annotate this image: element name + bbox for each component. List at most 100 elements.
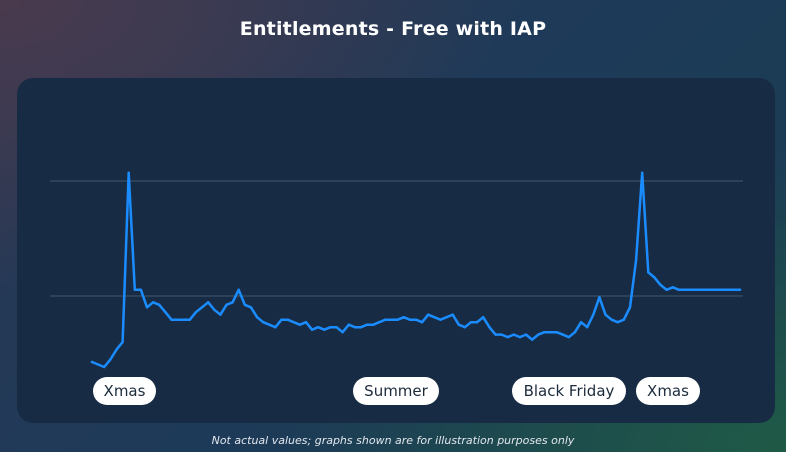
data-point (714, 288, 717, 291)
data-point (457, 323, 460, 326)
data-point (219, 313, 222, 316)
data-point (555, 331, 558, 334)
data-point (359, 326, 363, 329)
data-point (549, 331, 552, 334)
data-point (310, 328, 314, 331)
data-point (494, 333, 497, 336)
data-point (488, 326, 491, 329)
data-point (286, 318, 289, 321)
footnote: Not actual values; graphs shown are for … (211, 434, 575, 447)
data-point (158, 303, 161, 306)
data-point (726, 288, 729, 291)
data-point (500, 333, 503, 336)
data-point (469, 321, 473, 324)
data-point (255, 316, 259, 319)
data-point (641, 171, 644, 174)
data-point (439, 318, 442, 321)
data-point (182, 318, 185, 321)
data-point (427, 313, 430, 316)
data-point (145, 306, 149, 309)
data-point (188, 318, 191, 321)
data-point (647, 271, 650, 274)
data-point (396, 318, 399, 321)
data-point (579, 321, 583, 324)
data-point (292, 321, 295, 324)
data-point (304, 321, 308, 324)
data-point (696, 288, 699, 291)
data-point (207, 301, 210, 304)
data-point (90, 360, 94, 364)
data-point (738, 288, 742, 291)
data-point (665, 288, 668, 291)
data-point (133, 288, 136, 291)
data-point (433, 316, 436, 319)
data-point (164, 311, 167, 314)
data-point (170, 318, 173, 321)
data-point (720, 288, 723, 291)
data-point (194, 311, 198, 314)
data-point (335, 326, 338, 329)
data-point (420, 321, 424, 324)
data-point (249, 306, 253, 309)
data-point (414, 318, 418, 321)
data-point (151, 301, 155, 304)
data-point (121, 340, 124, 344)
data-point (598, 296, 601, 299)
data-point (463, 326, 467, 329)
data-point (317, 326, 320, 329)
data-point (225, 303, 228, 306)
data-point (567, 335, 570, 339)
data-point (683, 288, 687, 291)
data-point (671, 286, 674, 289)
data-point (353, 326, 357, 329)
data-point (586, 326, 589, 329)
data-point (262, 321, 265, 324)
data-point (408, 318, 412, 321)
data-point (341, 331, 344, 334)
data-point (347, 323, 350, 326)
data-point (96, 363, 100, 366)
data-point (103, 365, 106, 369)
data-point (139, 288, 143, 291)
data-point (622, 318, 625, 321)
data-point (329, 326, 332, 329)
annotation-black-friday: Black Friday (512, 377, 626, 405)
data-point (445, 316, 448, 319)
data-point (616, 321, 619, 324)
data-point (531, 338, 534, 341)
data-point (475, 321, 479, 324)
data-point (280, 318, 283, 321)
data-point (524, 333, 528, 336)
data-point (115, 348, 118, 351)
data-point (109, 358, 112, 361)
data-points (90, 171, 742, 369)
data-point (592, 313, 595, 316)
data-point (604, 313, 607, 316)
chart-panel (17, 78, 775, 423)
data-point (231, 301, 234, 304)
data-point (200, 306, 204, 309)
data-point (543, 331, 546, 334)
data-point (659, 283, 662, 287)
data-point (402, 316, 405, 319)
annotation-xmas-1: Xmas (93, 377, 156, 405)
chart-title: Entitlements - Free with IAP (239, 18, 547, 40)
annotation-summer: Summer (353, 377, 439, 405)
data-point (537, 333, 540, 336)
data-point (323, 328, 326, 331)
data-point (213, 308, 216, 311)
data-point (702, 288, 705, 291)
data-point (127, 171, 130, 174)
data-point (274, 326, 277, 329)
series-line (90, 171, 742, 369)
data-point (506, 335, 509, 339)
data-point (708, 288, 711, 291)
data-point (384, 318, 387, 321)
data-point (237, 288, 240, 291)
data-point (378, 321, 381, 324)
data-point (243, 303, 246, 306)
data-point (268, 323, 271, 326)
data-point (512, 333, 515, 336)
annotation-xmas-2: Xmas (636, 377, 700, 405)
